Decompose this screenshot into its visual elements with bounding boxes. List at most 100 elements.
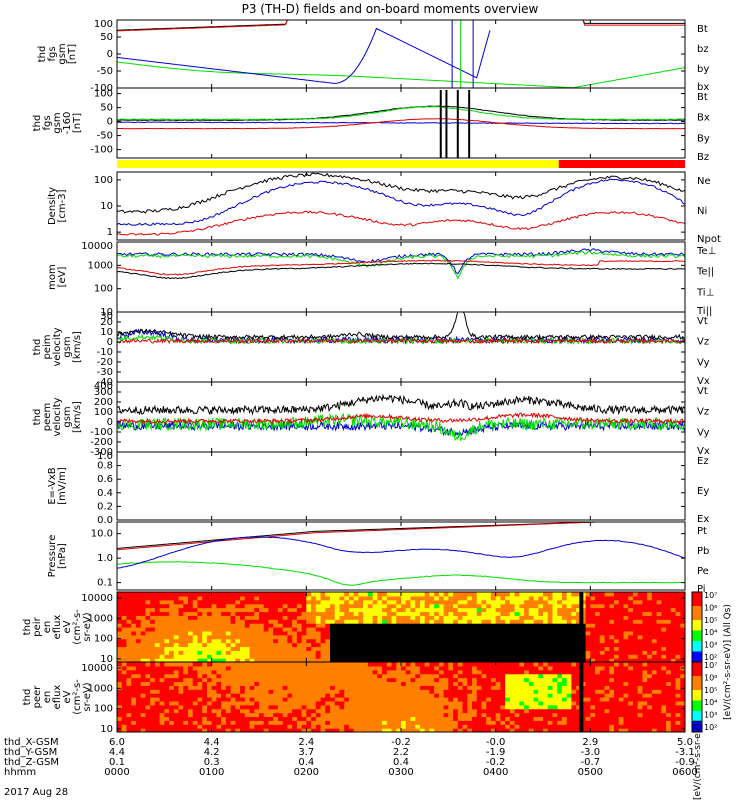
spectro-cell	[339, 607, 345, 613]
spectro-cell	[244, 697, 251, 702]
spectro-cell	[410, 708, 416, 714]
spectro-cell	[528, 623, 535, 628]
spectro-cell	[552, 677, 558, 683]
spectro-cell	[391, 697, 397, 702]
spectro-cell	[145, 689, 151, 694]
spectro-cell	[457, 658, 464, 662]
spectro-cell	[363, 642, 369, 648]
spectro-cell	[443, 693, 449, 698]
spectro-cell	[680, 599, 685, 605]
spectro-cell	[339, 603, 345, 609]
spectro-cell	[311, 607, 317, 613]
spectro-cell	[585, 673, 591, 679]
spectro-cell	[519, 592, 525, 597]
spectro-cell	[325, 728, 331, 732]
spectro-cell	[311, 704, 317, 710]
spectro-cell	[353, 724, 359, 729]
spectro-cell	[623, 720, 629, 725]
spectro-cell	[552, 595, 558, 601]
colorbar-cell	[692, 630, 702, 633]
spectro-cell	[164, 630, 170, 636]
spectro-cell	[145, 599, 151, 605]
spectro-cell	[292, 665, 298, 671]
spectro-cell	[221, 627, 227, 632]
spectro-cell	[377, 685, 383, 690]
spectro-cell	[334, 665, 341, 671]
spectro-cell	[585, 689, 591, 694]
spectro-cell	[292, 599, 298, 605]
spectro-cell	[448, 599, 454, 605]
spectro-cell	[472, 720, 478, 725]
spectro-cell	[159, 654, 165, 659]
spectro-cell	[344, 689, 350, 694]
spectro-cell	[680, 724, 685, 729]
spectro-cell	[178, 642, 184, 648]
spectro-cell	[230, 724, 236, 729]
spectro-cell	[609, 720, 615, 725]
spectro-cell	[211, 642, 217, 648]
spectro-cell	[453, 603, 459, 609]
spectro-cell	[320, 627, 326, 632]
spectro-cell	[126, 724, 132, 729]
spectro-cell	[519, 654, 525, 659]
spectro-cell	[140, 634, 146, 640]
spectro-cell	[495, 592, 501, 597]
spectro-cell	[382, 619, 388, 624]
spectro-cell	[481, 603, 487, 609]
spectro-cell	[277, 681, 284, 686]
spectro-cell	[230, 673, 236, 679]
spectro-cell	[434, 712, 440, 718]
spectro-cell	[661, 650, 667, 655]
colorbar-cell	[692, 681, 702, 684]
spectro-cell	[472, 607, 478, 613]
spectro-cell	[419, 708, 426, 714]
spectro-cell	[656, 650, 662, 655]
spectro-cell	[429, 724, 435, 729]
spectro-cell	[434, 669, 440, 675]
spectro-cell	[453, 697, 459, 702]
spectro-cell	[552, 638, 558, 644]
spectro-cell	[472, 728, 478, 732]
spectro-cell	[401, 630, 407, 636]
spectro-cell	[552, 611, 558, 616]
spectro-cell	[467, 669, 473, 675]
spectro-cell	[315, 662, 322, 667]
spectro-cell	[325, 724, 331, 729]
spectro-cell	[358, 630, 364, 636]
spectro-cell	[197, 693, 203, 698]
spectro-cell	[486, 623, 492, 628]
spectro-cell	[500, 662, 506, 667]
spectro-cell	[259, 634, 265, 640]
spectro-cell	[543, 689, 549, 694]
spectro-cell	[178, 615, 184, 620]
colorbar-cell	[692, 614, 702, 617]
spectro-cell	[178, 623, 184, 628]
spectro-cell	[547, 603, 554, 609]
colorbar-cell	[692, 623, 702, 626]
colorbar-cell	[692, 690, 702, 693]
spectro-cell	[666, 697, 672, 702]
spectro-cell	[566, 704, 572, 710]
spectro-cell	[244, 623, 251, 628]
spectro-cell	[320, 630, 326, 636]
spectro-cell	[334, 654, 341, 659]
spectro-cell	[561, 681, 568, 686]
spectro-cell	[486, 708, 492, 714]
spectro-cell	[292, 677, 298, 683]
spectro-cell	[386, 681, 393, 686]
spectro-cell	[666, 712, 672, 718]
spectro-cell	[277, 654, 284, 659]
spectro-cell	[419, 681, 426, 686]
spectro-cell	[599, 720, 606, 725]
spectro-cell	[372, 669, 378, 675]
spectro-cell	[206, 685, 213, 690]
spectro-cell	[543, 615, 549, 620]
spectro-cell	[367, 630, 374, 636]
spectro-cell	[169, 697, 175, 702]
spectro-cell	[221, 611, 227, 616]
spectro-cell	[221, 704, 227, 710]
spectro-cell	[623, 623, 629, 628]
spectro-cell	[557, 611, 563, 616]
spectro-cell	[599, 689, 606, 694]
